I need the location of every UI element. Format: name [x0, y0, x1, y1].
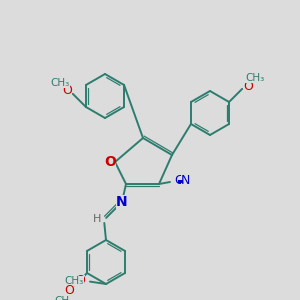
- Text: H: H: [93, 214, 101, 224]
- Text: O: O: [104, 155, 116, 169]
- Text: O: O: [64, 284, 74, 296]
- Text: O: O: [243, 80, 253, 92]
- Text: CH₃: CH₃: [54, 296, 74, 300]
- Text: CH₃: CH₃: [64, 276, 84, 286]
- Text: N: N: [116, 195, 128, 209]
- Text: CH₃: CH₃: [50, 78, 70, 88]
- Text: C: C: [174, 175, 183, 188]
- Text: O: O: [75, 274, 85, 287]
- Text: CH₃: CH₃: [245, 73, 265, 83]
- Text: N: N: [181, 175, 190, 188]
- Text: O: O: [62, 85, 72, 98]
